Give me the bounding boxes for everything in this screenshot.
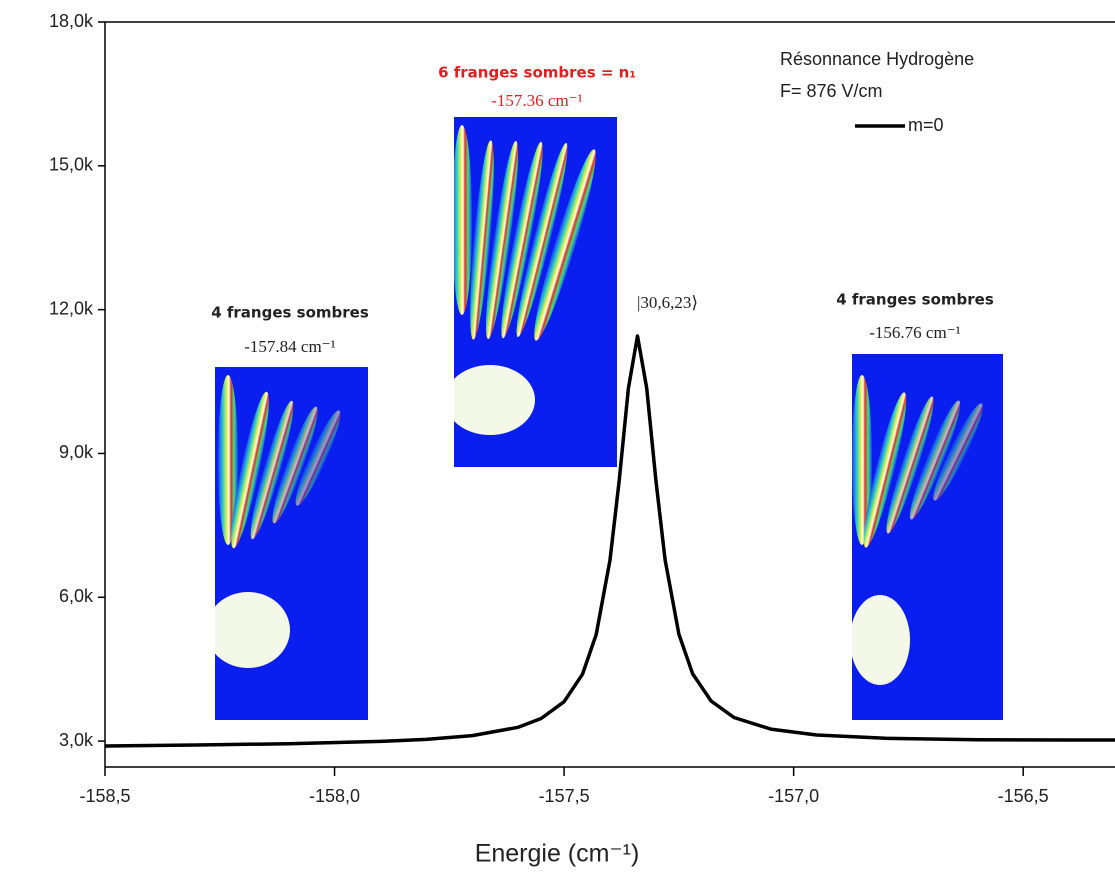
inset-image: [852, 354, 1003, 720]
inset-caption: 6 franges sombres = n₁: [438, 64, 636, 82]
y-tick-label: 18,0k: [49, 11, 94, 31]
x-tick-label: -157,5: [539, 786, 590, 806]
inset-image: [454, 117, 617, 467]
x-tick-label: -157,0: [768, 786, 819, 806]
y-tick-label: 15,0k: [49, 155, 94, 175]
y-tick-label: 9,0k: [59, 442, 94, 462]
y-tick-label: 6,0k: [59, 586, 94, 606]
y-tick-label: 12,0k: [49, 298, 94, 318]
legend-title: Résonnance Hydrogène: [780, 49, 974, 69]
inset-caption: 4 franges sombres: [836, 291, 994, 309]
data-line: [104, 334, 1115, 748]
inset-energy: -157.36 cm⁻¹: [491, 91, 583, 110]
legend-label: m=0: [908, 115, 944, 135]
inset-energy: -157.84 cm⁻¹: [244, 337, 336, 356]
x-axis-label: Energie (cm⁻¹): [475, 840, 640, 868]
inset-energy: -156.76 cm⁻¹: [869, 323, 961, 342]
x-tick-label: -158,0: [309, 786, 360, 806]
inset-caption: 4 franges sombres: [211, 304, 369, 322]
x-tick-label: -158,5: [79, 786, 130, 806]
legend-title: F= 876 V/cm: [780, 81, 883, 101]
x-tick-label: -156,5: [998, 786, 1049, 806]
y-tick-label: 3,0k: [59, 730, 94, 750]
inset-image: [215, 367, 368, 720]
peak-label: |30,6,23⟩: [637, 293, 698, 312]
